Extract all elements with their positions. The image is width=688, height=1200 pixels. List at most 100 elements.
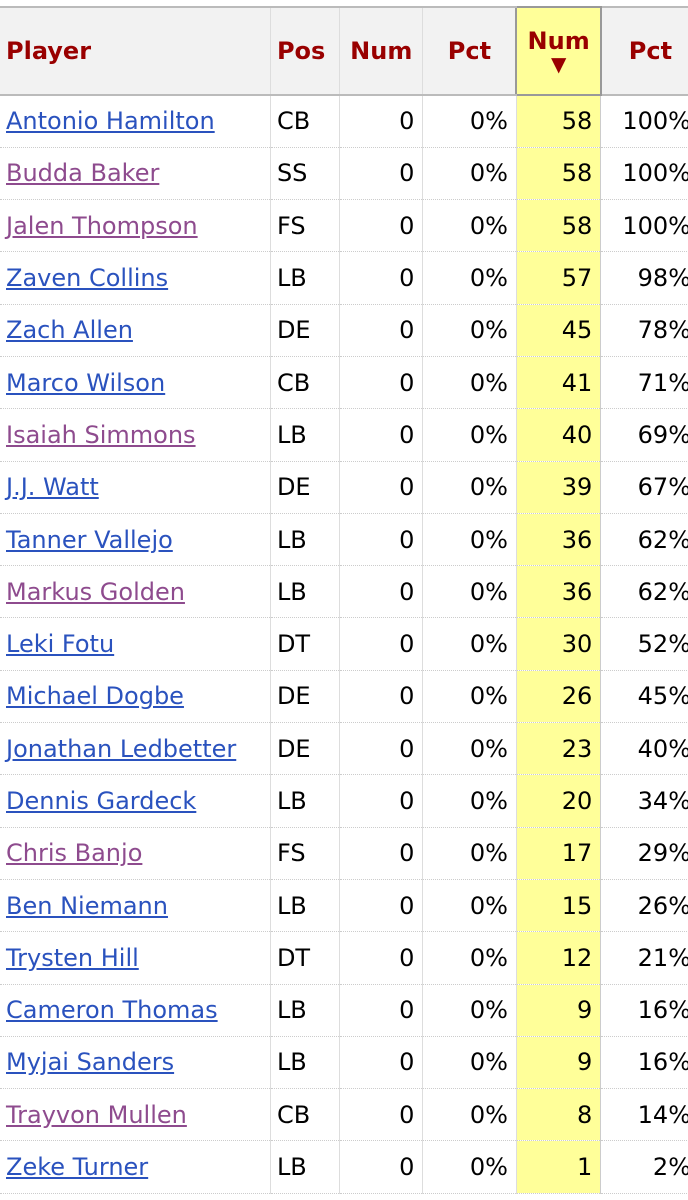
position-cell: CB: [270, 1088, 341, 1142]
position-cell: CB: [270, 95, 341, 148]
position-cell: LB: [270, 565, 341, 619]
defense-snaps-cell: 1: [516, 1140, 602, 1194]
table-row: Myjai Sanders LB 0 0% 9 16%: [0, 1036, 688, 1090]
defense-pct-cell: 100%: [600, 147, 688, 201]
defense-snaps-cell: 9: [516, 984, 602, 1037]
table-row: Leki Fotu DT 0 0% 30 52%: [0, 617, 688, 671]
offense-pct-cell: 0%: [422, 879, 517, 933]
player-link[interactable]: Ben Niemann: [6, 891, 168, 920]
player-name-cell: Tanner Vallejo: [0, 513, 271, 567]
offense-snaps-cell: 0: [339, 827, 424, 880]
player-link[interactable]: Marco Wilson: [6, 368, 166, 397]
player-name-cell: Antonio Hamilton: [0, 95, 271, 148]
player-name-cell: Leki Fotu: [0, 617, 271, 671]
player-name-cell: Markus Golden: [0, 565, 271, 619]
player-link[interactable]: Leki Fotu: [6, 630, 115, 659]
player-link[interactable]: Budda Baker: [6, 159, 160, 188]
player-link[interactable]: Trayvon Mullen: [6, 1100, 187, 1129]
position-cell: DE: [270, 304, 341, 357]
player-link[interactable]: Jonathan Ledbetter: [6, 734, 237, 763]
player-link[interactable]: Isaiah Simmons: [6, 420, 196, 449]
position-cell: LB: [270, 774, 341, 828]
table-row: Michael Dogbe DE 0 0% 26 45%: [0, 670, 688, 724]
offense-pct-cell: 0%: [422, 461, 517, 514]
column-header-offense-pct[interactable]: Pct: [422, 6, 517, 96]
offense-pct-cell: 0%: [422, 251, 517, 305]
offense-snaps-cell: 0: [339, 879, 424, 933]
position-cell: DT: [270, 931, 341, 985]
offense-pct-cell: 0%: [422, 304, 517, 357]
offense-pct-cell: 0%: [422, 1088, 517, 1142]
offense-pct-cell: 0%: [422, 617, 517, 671]
offense-snaps-cell: 0: [339, 356, 424, 410]
column-header-pos[interactable]: Pos: [269, 6, 341, 96]
offense-snaps-cell: 0: [339, 1088, 424, 1142]
player-link[interactable]: Myjai Sanders: [6, 1048, 175, 1077]
player-name-cell: Budda Baker: [0, 147, 271, 201]
table-row: Marco Wilson CB 0 0% 41 71%: [0, 356, 688, 410]
player-name-cell: Myjai Sanders: [0, 1036, 271, 1090]
defense-pct-cell: 62%: [600, 513, 688, 567]
player-name-cell: Jonathan Ledbetter: [0, 722, 271, 776]
player-link[interactable]: Michael Dogbe: [6, 682, 184, 711]
player-link[interactable]: Jalen Thompson: [6, 211, 198, 240]
defense-snaps-cell: 8: [516, 1088, 602, 1142]
offense-pct-cell: 0%: [422, 1140, 517, 1194]
player-link[interactable]: J.J. Watt: [6, 473, 99, 502]
defense-pct-cell: 14%: [600, 1088, 688, 1142]
defense-pct-cell: 100%: [600, 95, 688, 148]
player-name-cell: Ben Niemann: [0, 879, 271, 933]
offense-snaps-cell: 0: [339, 774, 424, 828]
player-link[interactable]: Zeke Turner: [6, 1153, 149, 1182]
defense-pct-cell: 71%: [600, 356, 688, 410]
player-link[interactable]: Tanner Vallejo: [6, 525, 173, 554]
defense-snaps-cell: 57: [516, 251, 602, 305]
defense-pct-cell: 34%: [600, 774, 688, 828]
position-cell: LB: [270, 408, 341, 462]
player-link[interactable]: Zach Allen: [6, 316, 133, 345]
column-header-defense-pct[interactable]: Pct: [600, 6, 688, 96]
offense-pct-cell: 0%: [422, 95, 517, 148]
position-cell: FS: [270, 199, 341, 253]
offense-pct-cell: 0%: [422, 408, 517, 462]
defense-snaps-cell: 58: [516, 95, 602, 148]
position-cell: SS: [270, 147, 341, 201]
defense-pct-cell: 69%: [600, 408, 688, 462]
position-cell: FS: [270, 827, 341, 880]
table-row: Jalen Thompson FS 0 0% 58 100%: [0, 199, 688, 253]
column-header-offense-num[interactable]: Num: [339, 6, 424, 96]
player-link[interactable]: Chris Banjo: [6, 839, 143, 868]
defense-snaps-cell: 45: [516, 304, 602, 357]
player-name-cell: Trysten Hill: [0, 931, 271, 985]
defense-snaps-cell: 30: [516, 617, 602, 671]
player-link[interactable]: Antonio Hamilton: [6, 107, 215, 136]
offense-snaps-cell: 0: [339, 670, 424, 724]
position-cell: LB: [270, 513, 341, 567]
offense-pct-cell: 0%: [422, 1036, 517, 1090]
header-row: Player Pos Num Pct Num ▼ Pct: [0, 6, 688, 96]
column-header-defense-num[interactable]: Num ▼: [515, 6, 602, 96]
player-name-cell: Trayvon Mullen: [0, 1088, 271, 1142]
player-link[interactable]: Dennis Gardeck: [6, 787, 197, 815]
offense-snaps-cell: 0: [339, 147, 424, 201]
player-link[interactable]: Markus Golden: [6, 577, 185, 606]
column-header-player[interactable]: Player: [0, 6, 271, 96]
table-row: Ben Niemann LB 0 0% 15 26%: [0, 879, 688, 933]
defense-snaps-cell: 23: [516, 722, 602, 776]
player-name-cell: Isaiah Simmons: [0, 408, 271, 462]
offense-pct-cell: 0%: [422, 147, 517, 201]
player-link[interactable]: Zaven Collins: [6, 264, 169, 293]
table-row: Zach Allen DE 0 0% 45 78%: [0, 304, 688, 357]
offense-snaps-cell: 0: [339, 565, 424, 619]
player-name-cell: Jalen Thompson: [0, 199, 271, 253]
defense-snaps-cell: 41: [516, 356, 602, 410]
defense-pct-cell: 100%: [600, 199, 688, 253]
player-name-cell: Zaven Collins: [0, 251, 271, 305]
player-link[interactable]: Cameron Thomas: [6, 996, 218, 1025]
defense-snaps-cell: 17: [516, 827, 602, 880]
offense-snaps-cell: 0: [339, 722, 424, 776]
offense-snaps-cell: 0: [339, 251, 424, 305]
position-cell: LB: [270, 1140, 341, 1194]
player-link[interactable]: Trysten Hill: [6, 943, 139, 972]
offense-snaps-cell: 0: [339, 984, 424, 1037]
